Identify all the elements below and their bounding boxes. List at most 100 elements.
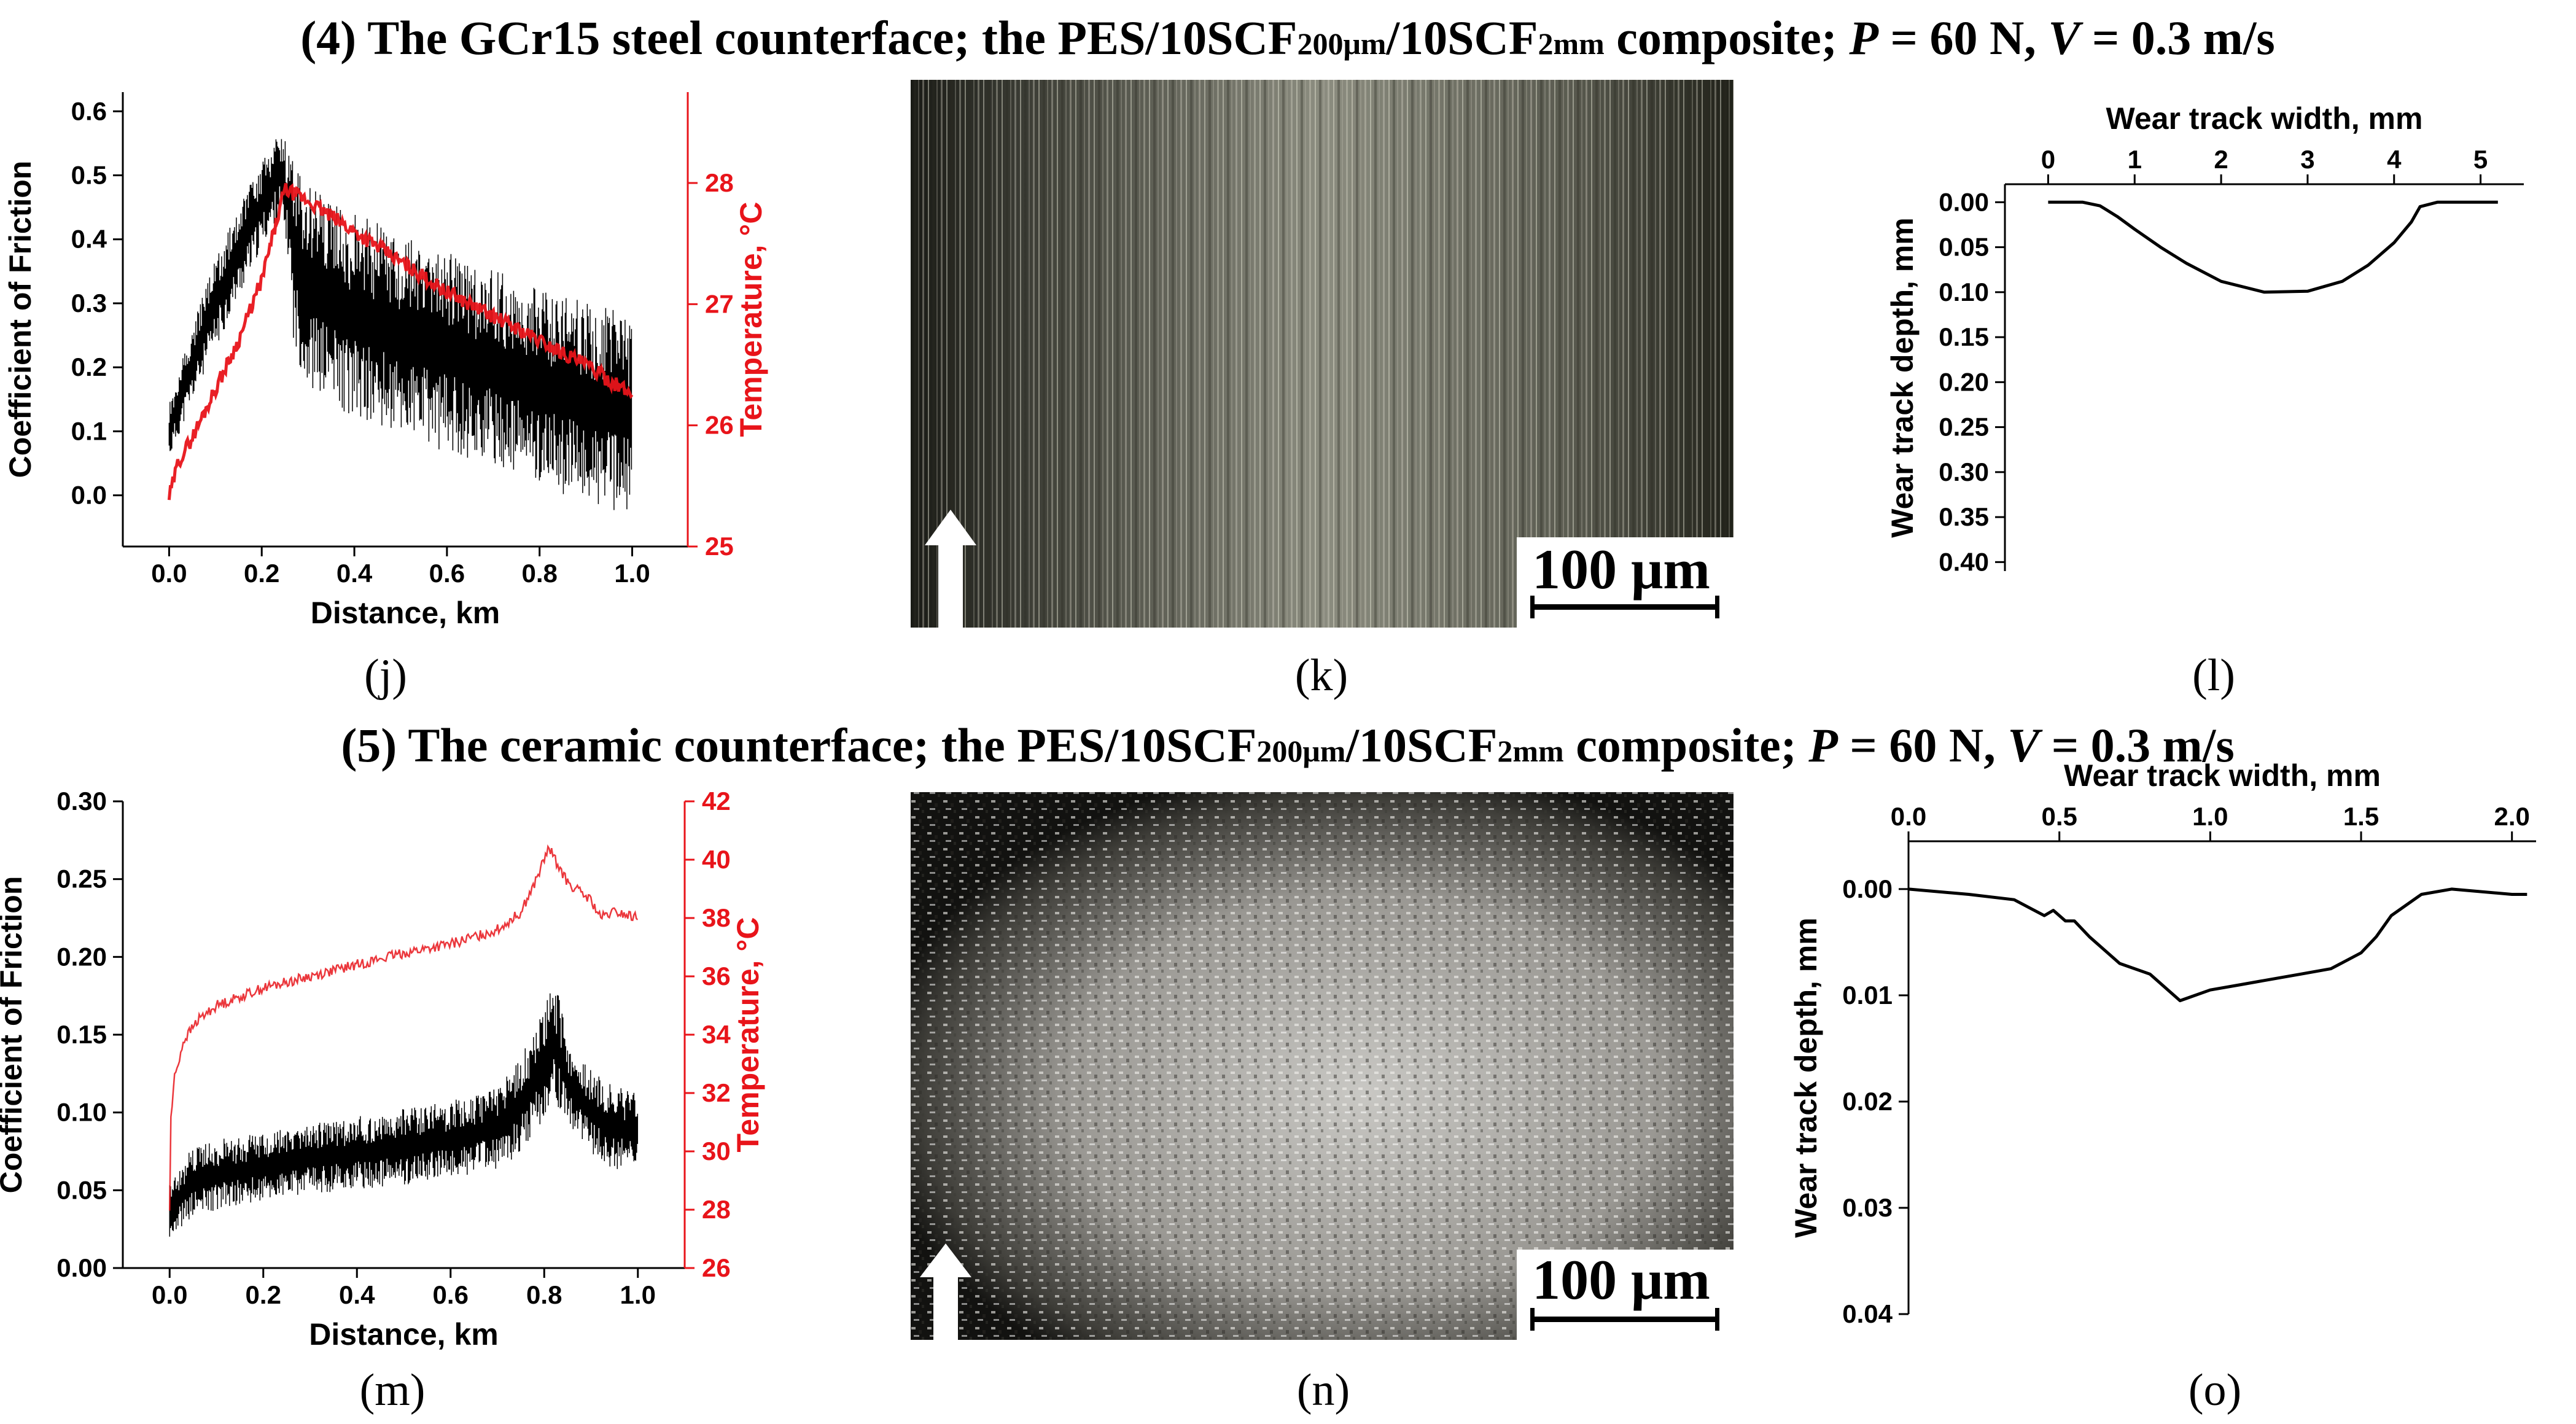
profile-series-o bbox=[1908, 887, 2527, 1003]
x-tick-label-o-0: 0.0 bbox=[1891, 802, 1926, 831]
x-tick-label-o-1: 0.5 bbox=[2041, 802, 2077, 831]
x-tick-label-l-2: 2 bbox=[2214, 145, 2228, 174]
x-tick-label-m-2: 0.4 bbox=[339, 1280, 375, 1309]
panel-label-o: (o) bbox=[2189, 1365, 2241, 1415]
y-tick-label-o-0: 0.00 bbox=[1842, 874, 1893, 903]
y2-tick-label-j-3: 28 bbox=[705, 168, 734, 197]
y2-tick-label-m-0: 26 bbox=[702, 1253, 731, 1282]
y-tick-label-o-3: 0.03 bbox=[1842, 1193, 1893, 1222]
x-tick-label-j-4: 0.8 bbox=[521, 559, 557, 588]
scale-bar-end-left-n bbox=[1530, 1308, 1535, 1331]
y-tick-label-l-0: 0.00 bbox=[1939, 187, 1989, 216]
y2-tick-label-j-1: 26 bbox=[705, 411, 734, 440]
y-tick-label-l-2: 0.10 bbox=[1939, 278, 1989, 306]
x-tick-label-l-5: 5 bbox=[2473, 145, 2488, 174]
y-tick-label-l-6: 0.30 bbox=[1939, 457, 1989, 486]
y2-tick-label-j-2: 27 bbox=[705, 289, 734, 318]
chart-m: 0.0 0.2 0.4 0.6 0.8 1.0 0.00 0.05 0.10 0.15 0.20 0.… bbox=[0, 787, 765, 1352]
temperature-series-m bbox=[169, 844, 639, 1211]
y2-tick-label-m-3: 32 bbox=[702, 1078, 731, 1107]
row5-title: (5) The ceramic counterface; the PES/10S… bbox=[341, 718, 2234, 772]
panel-label-j: (j) bbox=[364, 650, 407, 701]
x-axis-label-j: Distance, km bbox=[311, 596, 500, 630]
sliding-direction-arrow-k bbox=[925, 510, 976, 628]
y-tick-label-j-6: 0.6 bbox=[71, 96, 107, 125]
panel-label-l: (l) bbox=[2192, 650, 2235, 701]
x-tick-label-m-3: 0.6 bbox=[433, 1280, 469, 1309]
y-tick-label-o-2: 0.02 bbox=[1842, 1087, 1893, 1116]
y-tick-label-l-5: 0.25 bbox=[1939, 413, 1989, 442]
scale-bar-end-left-k bbox=[1530, 596, 1535, 618]
y-tick-label-j-5: 0.5 bbox=[71, 160, 107, 189]
y-tick-label-m-3: 0.15 bbox=[56, 1020, 107, 1049]
x-tick-label-o-4: 2.0 bbox=[2494, 802, 2529, 831]
y2-axis-label-j: Temperature, °C bbox=[734, 201, 768, 437]
x-axis-label-m: Distance, km bbox=[309, 1317, 498, 1352]
y2-tick-label-j-0: 25 bbox=[705, 532, 734, 561]
row4-title: (4) The GCr15 steel counterface; the PES… bbox=[300, 11, 2275, 64]
y-tick-label-l-7: 0.35 bbox=[1939, 502, 1989, 531]
cof-series-m bbox=[169, 993, 639, 1237]
y2-tick-label-m-7: 40 bbox=[702, 845, 731, 874]
y2-tick-label-m-2: 30 bbox=[702, 1137, 731, 1165]
x-tick-label-o-2: 1.0 bbox=[2192, 802, 2228, 831]
x-tick-label-m-1: 0.2 bbox=[246, 1280, 281, 1309]
profile-series-l bbox=[2048, 200, 2498, 294]
scale-bar-k bbox=[1530, 604, 1719, 610]
y-tick-label-m-1: 0.05 bbox=[56, 1175, 107, 1204]
y-tick-label-m-4: 0.20 bbox=[56, 942, 107, 971]
y-axis-label-o: Wear track depth, mm bbox=[1789, 917, 1823, 1237]
y-axis-label-j: Coefficient of Friction bbox=[3, 161, 37, 478]
micrograph-k: 100 μm bbox=[911, 80, 1734, 628]
y-tick-label-m-0: 0.00 bbox=[56, 1253, 107, 1282]
y-tick-label-j-4: 0.4 bbox=[71, 225, 107, 254]
scale-bar-end-right-k bbox=[1715, 596, 1719, 618]
x-tick-label-j-2: 0.4 bbox=[337, 559, 373, 588]
panel-label-n: (n) bbox=[1297, 1365, 1350, 1415]
micrograph-n-surface-texture bbox=[911, 792, 1734, 1340]
x-tick-label-m-5: 1.0 bbox=[620, 1280, 656, 1309]
y-tick-label-m-5: 0.25 bbox=[56, 865, 107, 893]
cof-series-j bbox=[168, 139, 632, 510]
y-tick-label-m-2: 0.10 bbox=[56, 1098, 107, 1127]
scale-bar-label-k: 100 μm bbox=[1532, 538, 1710, 601]
micrograph-k-wear-streaks bbox=[911, 80, 1734, 628]
scale-bar-box-n bbox=[1517, 1250, 1734, 1340]
chart-o: 0.0 0.5 1.0 1.5 2.0 0.00 0.01 0.02 0.03 0.04 Wear … bbox=[1789, 758, 2536, 1328]
x-tick-label-l-3: 3 bbox=[2300, 145, 2314, 174]
panel-label-k: (k) bbox=[1295, 650, 1348, 701]
y-tick-label-o-1: 0.01 bbox=[1842, 981, 1893, 1010]
chart-j: 0.0 0.2 0.4 0.6 0.8 1.0 0.0 0.1 0.2 0.3 0.4 0.5 0.6 2… bbox=[3, 92, 768, 630]
scale-bar-end-right-n bbox=[1715, 1308, 1719, 1331]
x-tick-label-o-3: 1.5 bbox=[2343, 802, 2379, 831]
chart-l: 0 1 2 3 4 5 0.00 0.05 0.10 0.15 0.20 0.25 0.30 0.35 0.… bbox=[1885, 101, 2524, 576]
y-tick-label-j-3: 0.3 bbox=[71, 289, 107, 317]
x-tick-label-l-0: 0 bbox=[2041, 145, 2055, 174]
x-tick-label-j-1: 0.2 bbox=[244, 559, 279, 588]
x-axis-label-l: Wear track width, mm bbox=[2106, 101, 2423, 136]
x-tick-label-m-4: 0.8 bbox=[526, 1280, 562, 1309]
x-tick-label-l-4: 4 bbox=[2387, 145, 2402, 174]
y-tick-label-j-0: 0.0 bbox=[71, 481, 107, 510]
scale-bar-label-n: 100 μm bbox=[1532, 1248, 1710, 1311]
y-tick-label-l-1: 0.05 bbox=[1939, 233, 1989, 262]
x-tick-label-j-5: 1.0 bbox=[614, 559, 650, 588]
y-tick-label-j-2: 0.2 bbox=[71, 352, 107, 381]
y-tick-label-j-1: 0.1 bbox=[71, 416, 107, 445]
y-tick-label-l-3: 0.15 bbox=[1939, 322, 1989, 351]
y-tick-label-l-8: 0.40 bbox=[1939, 547, 1989, 576]
x-tick-label-m-0: 0.0 bbox=[152, 1280, 187, 1309]
y2-tick-label-m-1: 28 bbox=[702, 1195, 731, 1224]
y2-tick-label-m-6: 38 bbox=[702, 903, 731, 932]
y2-tick-label-m-8: 42 bbox=[702, 787, 731, 815]
temperature-series-j bbox=[167, 183, 634, 500]
micrograph-n: 100 μm bbox=[911, 792, 1734, 1340]
y-tick-label-m-6: 0.30 bbox=[56, 787, 107, 815]
y2-tick-label-m-4: 34 bbox=[702, 1020, 731, 1049]
y2-tick-label-m-5: 36 bbox=[702, 962, 731, 990]
y-tick-label-o-4: 0.04 bbox=[1842, 1299, 1893, 1328]
y-tick-label-l-4: 0.20 bbox=[1939, 367, 1989, 396]
y-axis-label-l: Wear track depth, mm bbox=[1885, 217, 1920, 537]
scale-bar-box-k bbox=[1517, 537, 1734, 628]
